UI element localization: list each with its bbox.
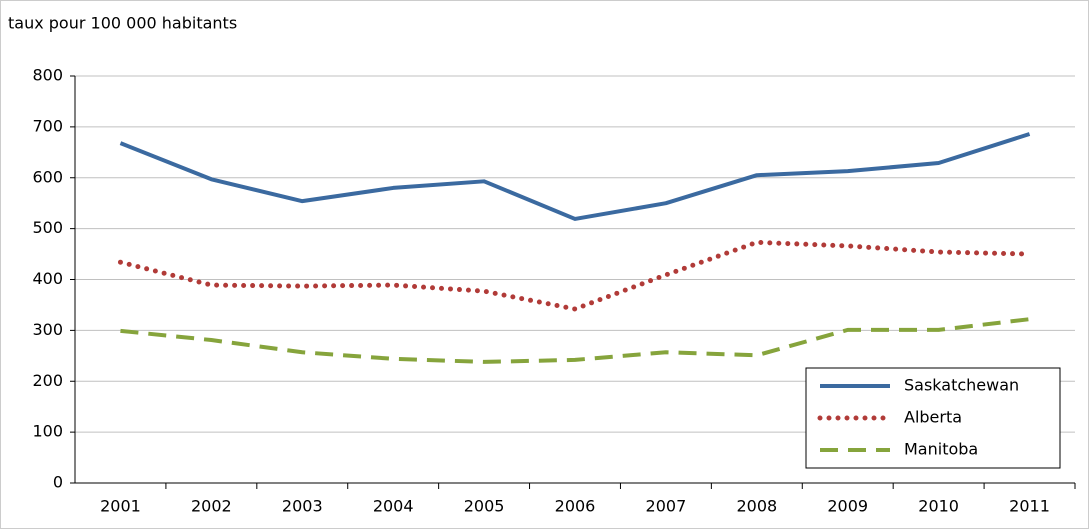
x-tick-label: 2008 <box>736 497 777 516</box>
x-tick-label: 2010 <box>918 497 959 516</box>
legend: Saskatchewan Alberta Manitoba <box>805 367 1061 469</box>
y-tick-label: 400 <box>32 269 63 288</box>
x-tick-label: 2007 <box>646 497 687 516</box>
x-tick-label: 2001 <box>100 497 141 516</box>
legend-label: Manitoba <box>904 440 978 459</box>
series-line <box>119 132 1031 221</box>
x-tick-label: 2004 <box>373 497 414 516</box>
series-line <box>120 317 1030 364</box>
y-tick-label: 300 <box>32 320 63 339</box>
y-tick-label: 600 <box>32 167 63 186</box>
x-tick-label: 2002 <box>191 497 232 516</box>
x-tick-label: 2006 <box>555 497 596 516</box>
x-tick-label: 2005 <box>464 497 505 516</box>
x-tick-label: 2009 <box>827 497 868 516</box>
legend-label: Saskatchewan <box>904 376 1019 395</box>
x-tick-label: 2003 <box>282 497 323 516</box>
legend-label: Alberta <box>904 408 962 427</box>
y-tick-label: 800 <box>32 66 63 85</box>
y-tick-label: 100 <box>32 422 63 441</box>
y-tick-label: 500 <box>32 218 63 237</box>
series-line <box>117 239 1033 312</box>
y-tick-label: 700 <box>32 116 63 135</box>
x-tick-label: 2011 <box>1009 497 1050 516</box>
y-axis-title: taux pour 100 000 habitants <box>8 14 237 33</box>
y-tick-label: 0 <box>53 473 63 492</box>
y-tick-label: 200 <box>32 371 63 390</box>
